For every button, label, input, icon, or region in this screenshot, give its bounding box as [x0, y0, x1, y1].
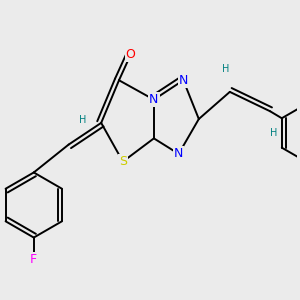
Text: H: H — [270, 128, 278, 138]
Text: O: O — [126, 48, 136, 61]
Text: N: N — [149, 93, 159, 106]
Text: N: N — [178, 74, 188, 87]
Text: S: S — [119, 155, 127, 168]
Text: H: H — [222, 64, 230, 74]
Text: F: F — [30, 253, 37, 266]
Text: H: H — [79, 115, 86, 125]
Text: N: N — [174, 147, 183, 161]
